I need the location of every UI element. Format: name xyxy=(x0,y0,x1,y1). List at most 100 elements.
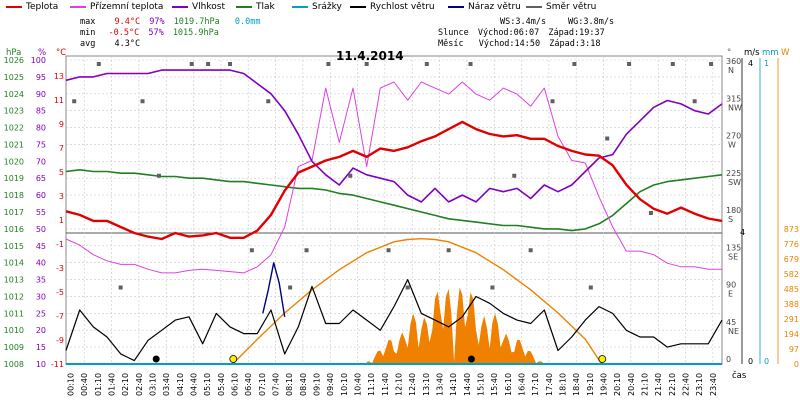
legend-swatch xyxy=(70,6,86,8)
temperature-tick: 5 xyxy=(59,168,64,177)
x-tick-label: 23:10 xyxy=(695,373,704,396)
pressure-tick: 1015 xyxy=(4,242,24,251)
wind-direction-point xyxy=(304,248,309,253)
series-ground-temp xyxy=(65,81,722,274)
humidity-unit: % xyxy=(38,48,47,58)
stats-min-row: min -0.5°C 57% 1015.9hPa xyxy=(80,28,219,38)
pressure-tick: 1024 xyxy=(4,90,24,99)
legend-label: Teplota xyxy=(26,2,59,12)
legend-label: Vlhkost xyxy=(192,2,225,12)
humidity-tick: 100 xyxy=(31,56,46,65)
humidity-tick: 40 xyxy=(36,259,46,268)
humidity-tick: 25 xyxy=(36,309,46,318)
direction-tick: 225 xyxy=(726,169,741,178)
pressure-tick: 1026 xyxy=(4,56,24,65)
wind-direction-point xyxy=(156,173,161,178)
wind-direction-point xyxy=(572,62,577,66)
wind-direction-point xyxy=(588,285,593,290)
x-tick-label: 21:40 xyxy=(654,373,663,396)
wind-direction-point xyxy=(326,62,331,66)
wind-speed-avg: WS:3.4m/s xyxy=(500,17,547,27)
legend-label: Náraz větru xyxy=(468,2,521,12)
wind-direction-point xyxy=(550,99,555,104)
sunset: Západ:19:37 xyxy=(548,28,605,38)
direction-label: W xyxy=(728,141,736,150)
legend-item: Vlhkost xyxy=(172,2,225,12)
direction-tick: 270 xyxy=(726,132,741,141)
series-humidity xyxy=(65,69,723,203)
x-tick-label: 22:40 xyxy=(682,373,691,396)
sunrise: Východ:06:07 xyxy=(477,28,540,38)
series-temperature xyxy=(65,120,723,241)
rain-tick: 1 xyxy=(764,59,769,68)
series-pressure xyxy=(65,169,723,232)
solar-tick: 388 xyxy=(784,300,799,309)
humidity-tick: 45 xyxy=(36,242,46,251)
x-tick-label: 20:10 xyxy=(613,373,622,396)
solar-tick: 485 xyxy=(784,285,799,294)
stats-min-label: min xyxy=(80,28,96,38)
legend-item: Srážky xyxy=(292,2,342,12)
pressure-tick: 1012 xyxy=(4,292,24,301)
direction-label: SE xyxy=(728,252,738,261)
stats-avg-row: avg 4.3°C xyxy=(80,39,140,49)
x-axis-label: čas xyxy=(732,371,747,381)
humidity-tick: 50 xyxy=(36,225,46,234)
wind-direction-point xyxy=(140,99,145,104)
pressure-tick: 1010 xyxy=(4,326,24,335)
x-tick-label: 11:10 xyxy=(367,373,376,396)
stats-rain: 0.0mm xyxy=(234,17,261,27)
x-tick-label: 06:40 xyxy=(244,373,253,396)
wind-unit: m/s xyxy=(744,48,760,58)
stats-max-temp: 9.4°C xyxy=(114,17,141,27)
wind-direction-point xyxy=(627,62,632,66)
x-tick-label: 18:40 xyxy=(572,373,581,396)
direction-label: NW xyxy=(728,103,742,112)
temperature-tick: 9 xyxy=(59,120,64,129)
rain-unit: mm xyxy=(762,48,779,58)
direction-label: S xyxy=(728,215,733,224)
x-tick-label: 00:40 xyxy=(80,373,89,396)
x-tick-label: 07:10 xyxy=(258,373,267,396)
x-tick-label: 23:40 xyxy=(709,373,718,396)
humidity-tick: 65 xyxy=(36,174,46,183)
humidity-tick: 30 xyxy=(36,292,46,301)
pressure-tick: 1021 xyxy=(4,140,24,149)
x-tick-label: 10:40 xyxy=(354,373,363,396)
wind-direction-point xyxy=(189,62,194,66)
solar-tick: 873 xyxy=(784,225,799,234)
wind-lower-tick: 4 xyxy=(740,228,745,237)
moon-label: Měsíc xyxy=(438,39,464,49)
x-tick-label: 05:10 xyxy=(203,373,212,396)
x-tick-label: 02:10 xyxy=(121,373,130,396)
x-tick-label: 12:10 xyxy=(395,373,404,396)
solar-tick: 679 xyxy=(784,255,799,264)
legend-item: Přízemní teplota xyxy=(70,2,163,12)
stats-avg-label: avg xyxy=(80,39,96,49)
series-layer xyxy=(65,62,723,365)
direction-tick: 135 xyxy=(726,243,741,252)
solar-measured-fill xyxy=(366,287,586,364)
wind-direction-point xyxy=(118,285,123,290)
direction-tick: 360 xyxy=(726,57,741,66)
series-solar xyxy=(232,237,603,365)
wind-direction-point xyxy=(605,136,610,141)
wind-direction-point xyxy=(386,248,391,253)
wind-direction-point xyxy=(468,62,473,66)
stats-max-pressure: 1019.7hPa xyxy=(173,17,220,27)
x-tick-label: 18:10 xyxy=(559,373,568,396)
x-tick-label: 17:10 xyxy=(531,373,540,396)
stats-min-pressure: 1015.9hPa xyxy=(172,28,219,38)
x-tick-label: 04:40 xyxy=(190,373,199,396)
x-tick-label: 10:10 xyxy=(340,373,349,396)
chart-title: 11.4.2014 xyxy=(336,49,404,63)
humidity-tick: 55 xyxy=(36,208,46,217)
stats-max-row: max 9.4°C 97% 1019.7hPa 0.0mm xyxy=(80,17,260,27)
plot-frame xyxy=(65,55,723,365)
direction-tick: 90 xyxy=(726,281,736,290)
solar-tick: 582 xyxy=(784,270,799,279)
pressure-tick: 1008 xyxy=(4,360,24,369)
direction-label: E xyxy=(728,290,733,299)
x-tick-label: 09:10 xyxy=(313,373,322,396)
